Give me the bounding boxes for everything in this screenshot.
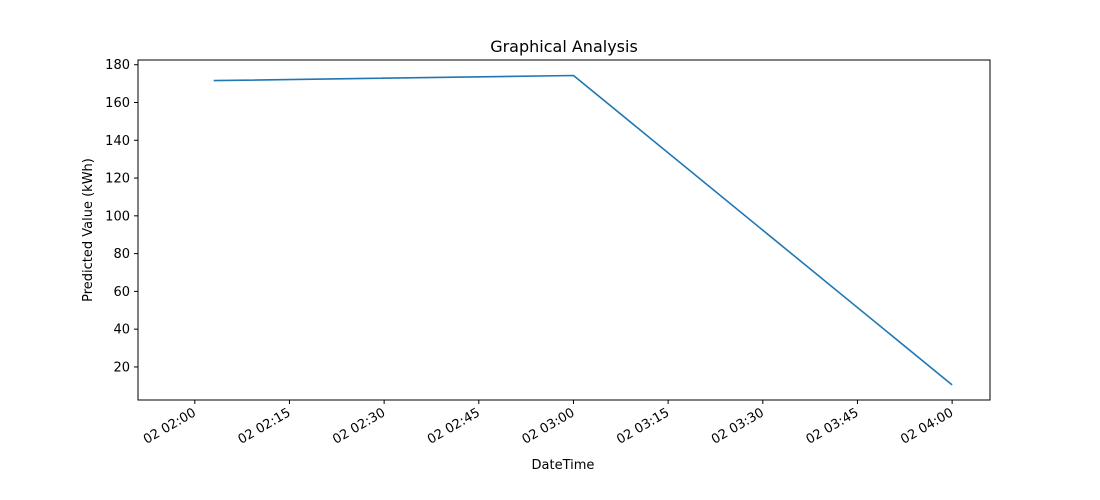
y-tick-label: 80 [113,247,130,262]
y-tick-label: 160 [105,96,130,111]
plot-area [138,60,990,400]
y-tick-label: 100 [105,209,130,224]
y-tick-label: 120 [105,172,130,187]
plot-frame [137,59,991,401]
y-tick-label: 140 [105,134,130,149]
y-tick-label: 180 [105,58,130,73]
x-axis-label: DateTime [532,458,595,473]
series-layer [213,74,953,386]
series-line [213,74,953,386]
y-tick-label: 40 [113,323,130,338]
y-axis-label: Predicted Value (kWh) [81,158,96,302]
y-tick-label: 20 [113,360,130,375]
y-axis: 20 40 60 80 100 120 140 160 180 [105,58,138,375]
chart-title: Graphical Analysis [490,37,638,56]
y-tick-label: 60 [113,285,130,300]
